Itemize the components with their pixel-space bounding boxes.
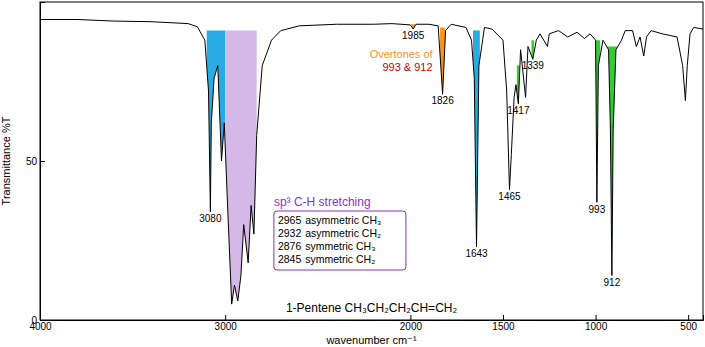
spectrum-line bbox=[40, 19, 703, 304]
y-tick-mark bbox=[40, 161, 45, 162]
highlight-region bbox=[225, 31, 256, 304]
y-tick-mark bbox=[40, 320, 45, 321]
x-tick-label: 3000 bbox=[215, 321, 238, 332]
ch-box-title: sp³ C-H stretching bbox=[274, 195, 371, 209]
x-tick: 1000 bbox=[585, 315, 608, 332]
annotations: wavenumber cm⁻¹ Transmittance %T 1-Pentene… bbox=[0, 30, 621, 346]
x-tick-mark bbox=[596, 315, 597, 320]
x-tick-label: 1000 bbox=[585, 321, 608, 332]
highlight-group bbox=[593, 40, 600, 304]
x-tick-mark bbox=[688, 315, 689, 320]
y-tick-label: 0 bbox=[31, 315, 37, 326]
highlight-region bbox=[593, 40, 600, 304]
y-tick-label: 50 bbox=[26, 156, 38, 167]
ch-box-assignment: symmetric CH₃ bbox=[305, 240, 375, 252]
x-tick-label: 2000 bbox=[400, 321, 423, 332]
peak-label: 1985 bbox=[402, 30, 425, 41]
peak-label: 1643 bbox=[465, 248, 488, 259]
ch-box-wavenumber: 2845 bbox=[278, 253, 302, 265]
x-tick: 500 bbox=[680, 315, 697, 332]
y-axis: 0 50 bbox=[26, 3, 45, 326]
plot-area bbox=[40, 2, 703, 304]
highlight-region bbox=[532, 40, 535, 304]
peak-label: 1465 bbox=[498, 191, 521, 202]
highlight-group bbox=[532, 40, 535, 304]
highlight-region bbox=[411, 24, 415, 304]
x-axis: 40003000200015001000500 bbox=[29, 315, 703, 332]
highlight-region bbox=[607, 47, 617, 305]
overtone-note: Overtones of bbox=[370, 48, 434, 60]
highlight-group bbox=[225, 31, 256, 304]
ch-box-assignment: asymmetric CH₃ bbox=[305, 214, 381, 226]
x-tick-mark bbox=[410, 315, 411, 320]
peak-label: 3080 bbox=[199, 213, 222, 224]
peak-label: 993 bbox=[589, 204, 606, 215]
ch-box-frame bbox=[274, 211, 406, 270]
x-tick-label: 1500 bbox=[492, 321, 515, 332]
x-tick: 3000 bbox=[215, 315, 238, 332]
peak-label: 1417 bbox=[507, 105, 530, 116]
y-tick: 0 bbox=[31, 315, 45, 326]
highlight-group bbox=[517, 66, 520, 305]
ch-box-entry: 2845symmetric CH₂ bbox=[278, 253, 375, 265]
ch-box-wavenumber: 2965 bbox=[278, 214, 302, 226]
ch-box-entry: 2965asymmetric CH₃ bbox=[278, 214, 381, 226]
peak-label: 1339 bbox=[522, 60, 545, 71]
x-tick: 1500 bbox=[492, 315, 515, 332]
peak-label: 912 bbox=[604, 277, 621, 288]
y-axis-title: Transmittance %T bbox=[0, 116, 12, 205]
chart: 40003000200015001000500050wavenumber cm⁻… bbox=[0, 0, 705, 347]
chart-title: 1-Pentene CH₃CH₂CH₂CH=CH₂ bbox=[286, 301, 458, 315]
ch-box-entry: 2876symmetric CH₃ bbox=[278, 240, 376, 252]
x-tick-label: 500 bbox=[680, 321, 697, 332]
overtone-note: 993 & 912 bbox=[382, 61, 432, 73]
ch-box-wavenumber: 2932 bbox=[278, 227, 302, 239]
highlight-group bbox=[607, 47, 617, 305]
ch-box-entry: 2932asymmetric CH₂ bbox=[278, 227, 381, 239]
ch-box-assignment: symmetric CH₂ bbox=[305, 253, 375, 265]
ch-box-wavenumber: 2876 bbox=[278, 240, 302, 252]
peak-label: 1826 bbox=[431, 95, 454, 106]
highlight-group bbox=[207, 31, 226, 304]
ch-box-assignment: asymmetric CH₂ bbox=[305, 227, 381, 239]
highlight-group bbox=[440, 27, 445, 304]
highlight-region bbox=[473, 31, 480, 304]
y-axis-line bbox=[41, 3, 46, 321]
x-tick-mark bbox=[225, 315, 226, 320]
highlight-region bbox=[207, 31, 226, 304]
highlight-group bbox=[473, 31, 480, 304]
x-axis-title: wavenumber cm⁻¹ bbox=[325, 334, 417, 346]
highlight-group bbox=[411, 24, 415, 304]
x-tick-mark bbox=[503, 315, 504, 320]
highlight-region bbox=[517, 66, 520, 305]
x-tick: 2000 bbox=[400, 315, 423, 332]
highlight-region bbox=[440, 27, 445, 304]
y-tick: 50 bbox=[26, 156, 45, 167]
plot-frame bbox=[40, 2, 703, 320]
x-axis-line bbox=[41, 315, 704, 321]
